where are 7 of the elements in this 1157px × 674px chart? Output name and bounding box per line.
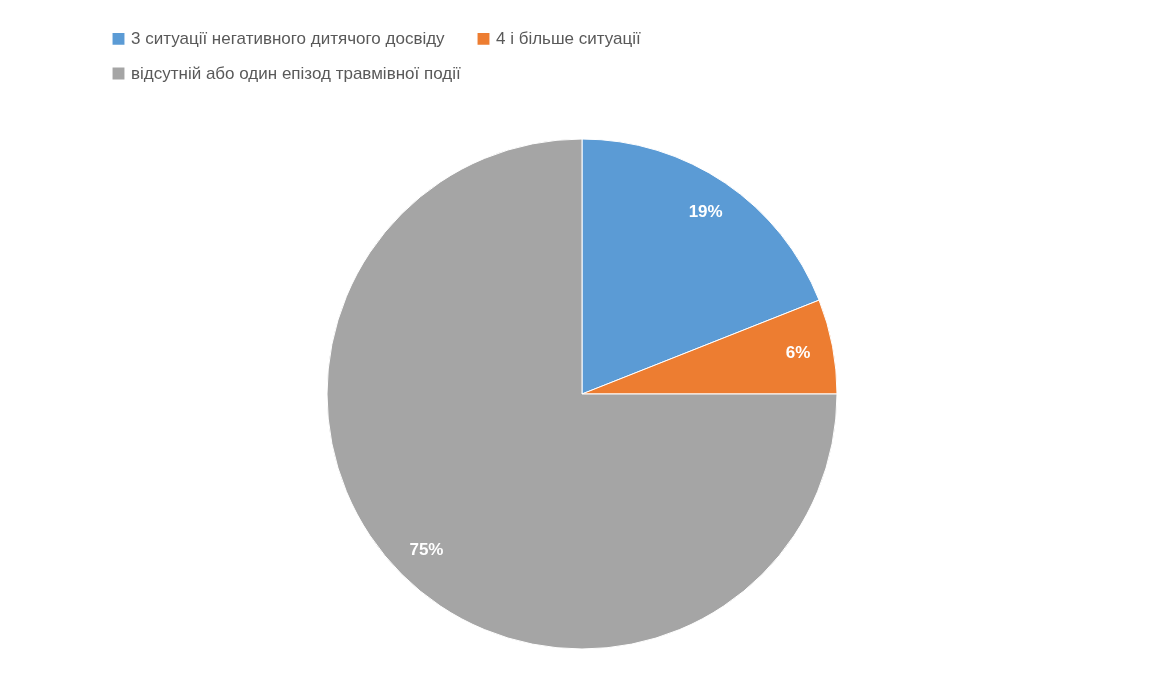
- legend-label: 4 і більше ситуації: [496, 28, 642, 48]
- pie-slice: [326, 138, 838, 650]
- data-label: 6%: [785, 342, 811, 362]
- data-label: 75%: [409, 539, 444, 559]
- data-label: 19%: [688, 202, 723, 222]
- legend-label: відсутній або один епізод травмівної події: [131, 63, 461, 83]
- legend-label: 3 ситуації негативного дитячого досвіду: [131, 28, 446, 48]
